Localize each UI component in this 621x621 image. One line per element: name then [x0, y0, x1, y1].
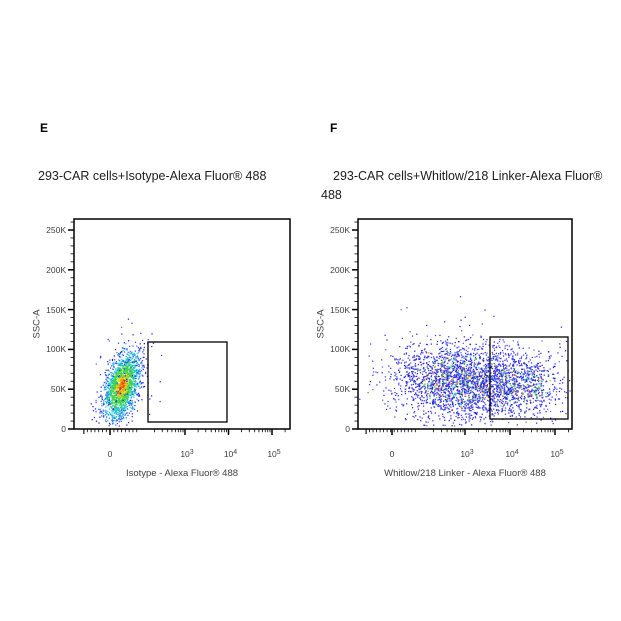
- panel-letter-e: E: [40, 121, 49, 135]
- y-tick-label: 200K: [46, 264, 66, 275]
- y-tick-label: 200K: [330, 264, 350, 275]
- y-tick-label: 250K: [46, 225, 66, 235]
- panel-title-f: 293-CAR cells+Whitlow/218 Linker-Alexa F…: [321, 169, 603, 202]
- y-tick-label: 100K: [46, 344, 66, 355]
- x-axis-label-e: Isotype - Alexa Fluor® 488: [125, 468, 239, 479]
- x-tick-label: 0: [107, 449, 113, 459]
- y-tick-label: 0: [345, 424, 350, 434]
- y-tick-label: 50K: [334, 384, 350, 395]
- panel-letter-f: F: [330, 121, 338, 135]
- y-tick-label: 150K: [330, 304, 350, 315]
- flow-plot-E: [46, 205, 304, 455]
- x-tick-label: 104: [223, 448, 238, 460]
- y-tick-label: 50K: [50, 384, 66, 395]
- x-axis-label-f: Whitlow/218 Linker - Alexa Fluor® 488: [384, 468, 546, 479]
- x-tick-label: 104: [505, 448, 519, 460]
- x-tick-label: 105: [267, 448, 281, 460]
- y-tick-label: 250K: [330, 225, 350, 235]
- x-tick-label: 0: [389, 449, 395, 459]
- y-tick-label: 100K: [330, 344, 350, 355]
- panel-title-e: 293-CAR cells+Isotype-Alexa Fluor® 488: [38, 169, 267, 183]
- x-tick-label: 103: [460, 448, 474, 460]
- y-tick-label: 150K: [46, 304, 66, 315]
- x-tick-label: 103: [180, 448, 194, 460]
- x-tick-label: 105: [550, 448, 564, 460]
- flow-plot-F: [330, 205, 586, 455]
- y-tick-label: 0: [61, 424, 66, 434]
